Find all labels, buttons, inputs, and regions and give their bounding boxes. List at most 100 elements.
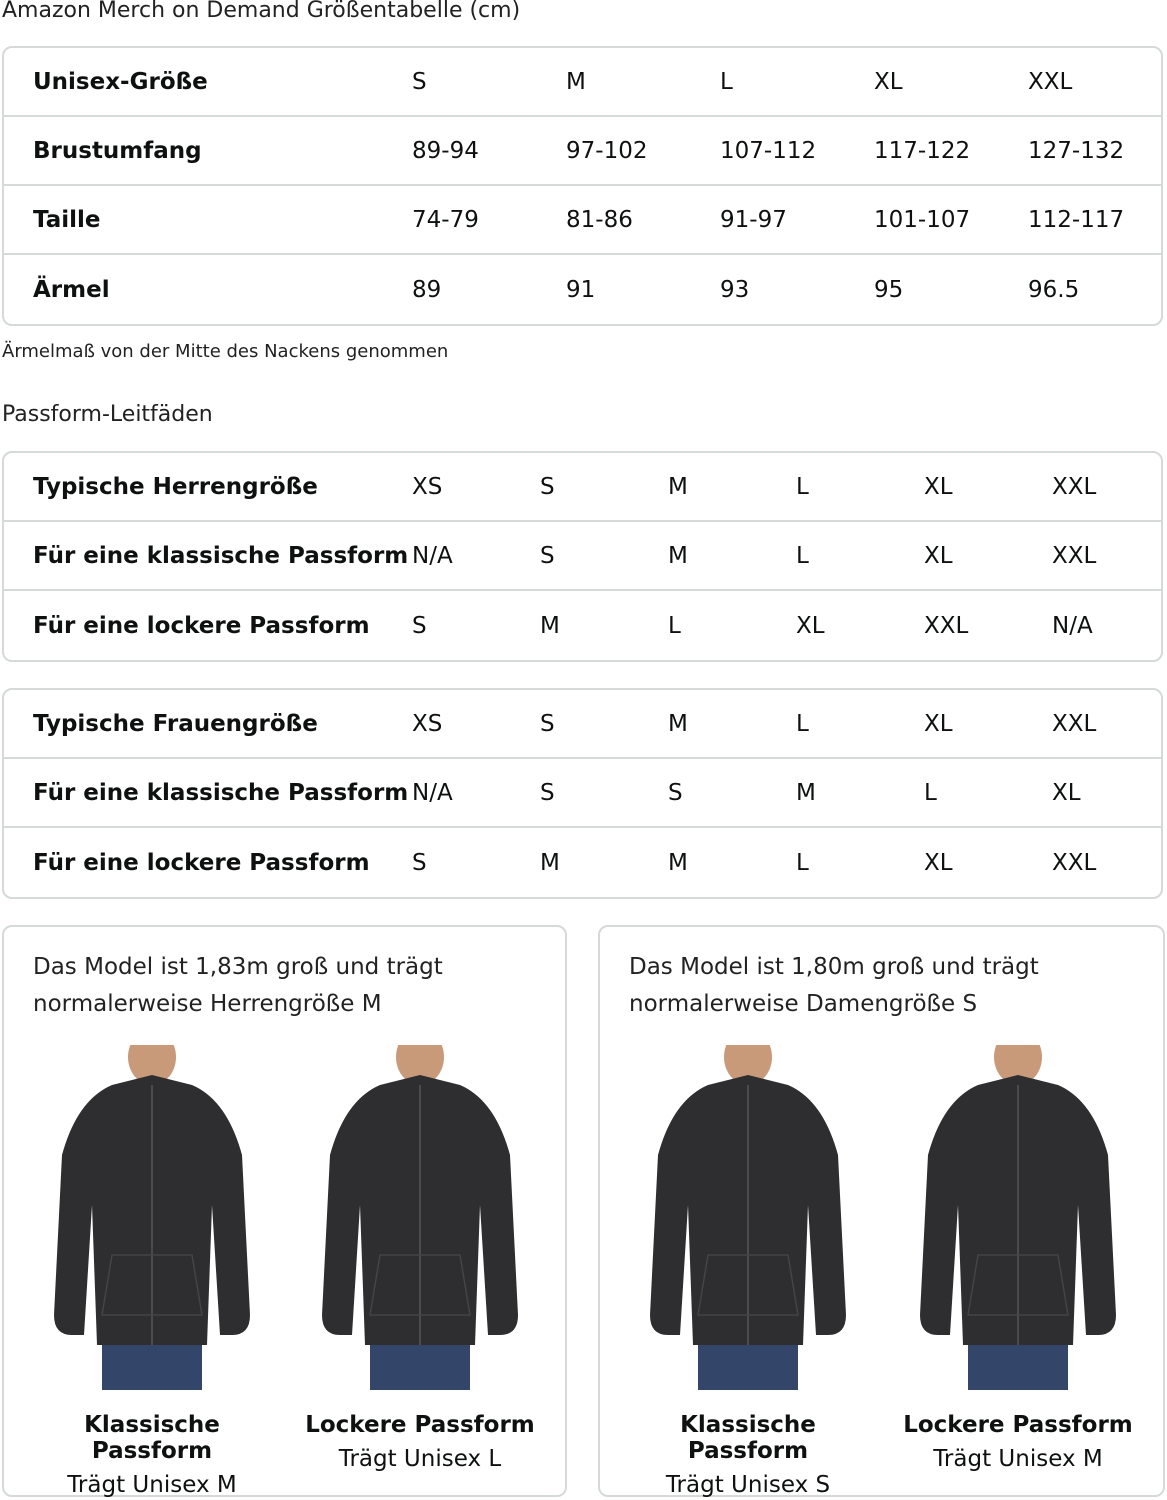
table-cell: XL — [924, 710, 953, 737]
table-cell: M — [566, 68, 586, 95]
model-photo — [638, 1045, 858, 1390]
fit-guide-title: Passform-Leitfäden — [2, 402, 213, 427]
table-cell: M — [668, 542, 688, 569]
table-cell: L — [924, 779, 937, 806]
table-cell: S — [540, 542, 555, 569]
table-row: Taille 74-79 81-86 91-97 101-107 112-117 — [4, 186, 1161, 255]
table-cell: 93 — [720, 276, 750, 303]
model-photo — [310, 1045, 530, 1390]
row-label: Typische Frauengröße — [33, 710, 318, 737]
table-cell: M — [668, 473, 688, 500]
table-cell: 91-97 — [720, 206, 787, 233]
table-cell: XXL — [1052, 473, 1097, 500]
row-label: Für eine lockere Passform — [33, 612, 370, 639]
model-photo — [42, 1045, 262, 1390]
table-cell: 127-132 — [1028, 137, 1125, 164]
table-row: Typische Frauengröße XS S M L XL XXL — [4, 690, 1161, 759]
table-cell: 101-107 — [874, 206, 971, 233]
table-cell: L — [796, 710, 809, 737]
table-cell: 81-86 — [566, 206, 633, 233]
table-cell: L — [796, 542, 809, 569]
table-cell: M — [668, 849, 688, 876]
table-cell: S — [540, 779, 555, 806]
size-worn-caption: Trägt Unisex L — [338, 1446, 502, 1472]
table-cell: N/A — [412, 779, 453, 806]
table-cell: N/A — [412, 542, 453, 569]
table-cell: 112-117 — [1028, 206, 1125, 233]
table-row: Für eine lockere Passform S M M L XL XXL — [4, 828, 1161, 897]
table-cell: L — [796, 473, 809, 500]
table-cell: M — [796, 779, 816, 806]
table-cell: XXL — [1052, 710, 1097, 737]
men-model-card: Das Model ist 1,83m groß und trägt norma… — [2, 925, 567, 1498]
table-row: Typische Herrengröße XS S M L XL XXL — [4, 453, 1161, 522]
table-row: Brustumfang 89-94 97-102 107-112 117-122 127-… — [4, 117, 1161, 186]
row-label: Für eine lockere Passform — [33, 849, 370, 876]
fit-caption: Lockere Passform — [903, 1412, 1133, 1438]
model-figure: Klassische Passform Trägt Unisex S — [618, 1045, 878, 1498]
table-row: Für eine klassische Passform N/A S M L XL XXL — [4, 522, 1161, 591]
table-cell: 95 — [874, 276, 904, 303]
table-cell: S — [668, 779, 683, 806]
table-row: Unisex-Größe S M L XL XXL — [4, 48, 1161, 117]
table-cell: 107-112 — [720, 137, 817, 164]
row-label: Taille — [33, 206, 101, 233]
table-cell: XS — [412, 710, 443, 737]
table-cell: M — [540, 849, 560, 876]
size-worn-caption: Trägt Unisex M — [933, 1446, 1103, 1472]
table-cell: XXL — [1052, 849, 1097, 876]
model-figure: Lockere Passform Trägt Unisex M — [888, 1045, 1148, 1472]
table-cell: 74-79 — [412, 206, 479, 233]
table-cell: S — [412, 612, 427, 639]
table-cell: 89-94 — [412, 137, 479, 164]
fit-caption: Klassische Passform — [84, 1412, 220, 1464]
fit-caption: Klassische Passform — [680, 1412, 816, 1464]
table-cell: XL — [796, 612, 825, 639]
table-cell: XXL — [1052, 542, 1097, 569]
table-cell: S — [540, 473, 555, 500]
row-label: Typische Herrengröße — [33, 473, 318, 500]
size-worn-caption: Trägt Unisex M — [67, 1472, 237, 1498]
table-row: Für eine klassische Passform N/A S S M L XL — [4, 759, 1161, 828]
table-cell: 91 — [566, 276, 596, 303]
table-cell: XL — [924, 849, 953, 876]
row-label: Ärmel — [33, 276, 110, 303]
table-cell: XL — [1052, 779, 1081, 806]
table-cell: 117-122 — [874, 137, 971, 164]
table-cell: S — [412, 68, 427, 95]
table-cell: M — [668, 710, 688, 737]
table-cell: S — [540, 710, 555, 737]
row-label: Unisex-Größe — [33, 68, 208, 95]
table-row: Ärmel 89 91 93 95 96.5 — [4, 255, 1161, 324]
table-cell: N/A — [1052, 612, 1093, 639]
page-title: Amazon Merch on Demand Größentabelle (cm… — [2, 0, 521, 23]
model-figure: Lockere Passform Trägt Unisex L — [290, 1045, 550, 1472]
table-cell: XXL — [1028, 68, 1073, 95]
fit-caption: Lockere Passform — [305, 1412, 535, 1438]
row-label: Für eine klassische Passform — [33, 542, 409, 569]
table-cell: S — [412, 849, 427, 876]
table-cell: XL — [874, 68, 903, 95]
table-cell: XS — [412, 473, 443, 500]
women-fit-table: Typische Frauengröße XS S M L XL XXL Für eine k… — [2, 688, 1163, 899]
table-cell: XXL — [924, 612, 969, 639]
model-description: Das Model ist 1,83m groß und trägt norma… — [33, 954, 443, 1017]
size-table: Unisex-Größe S M L XL XXL Brustumfang 89-94 97-1… — [2, 46, 1163, 326]
model-description: Das Model ist 1,80m groß und trägt norma… — [629, 954, 1039, 1017]
table-cell: 96.5 — [1028, 276, 1080, 303]
table-cell: 97-102 — [566, 137, 648, 164]
table-cell: 89 — [412, 276, 442, 303]
table-cell: L — [668, 612, 681, 639]
table-cell: XL — [924, 542, 953, 569]
table-cell: L — [796, 849, 809, 876]
table-cell: L — [720, 68, 733, 95]
table-cell: XL — [924, 473, 953, 500]
size-worn-caption: Trägt Unisex S — [665, 1472, 831, 1498]
model-figure: Klassische Passform Trägt Unisex M — [22, 1045, 282, 1498]
men-fit-table: Typische Herrengröße XS S M L XL XXL Für eine k… — [2, 451, 1163, 662]
women-model-card: Das Model ist 1,80m groß und trägt norma… — [598, 925, 1165, 1498]
model-photo — [908, 1045, 1128, 1390]
table-row: Für eine lockere Passform S M L XL XXL N/A — [4, 591, 1161, 660]
row-label: Für eine klassische Passform — [33, 779, 409, 806]
table-cell: M — [540, 612, 560, 639]
